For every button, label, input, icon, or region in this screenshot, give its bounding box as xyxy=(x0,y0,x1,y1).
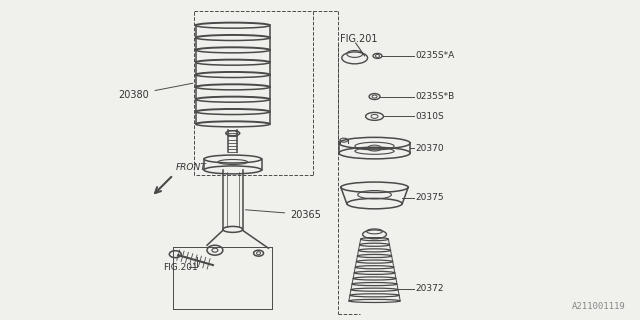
Text: 0235S*B: 0235S*B xyxy=(415,92,454,101)
Text: 20380: 20380 xyxy=(119,83,193,100)
Text: FIG.201: FIG.201 xyxy=(163,263,198,272)
Text: 0310S: 0310S xyxy=(415,112,444,121)
Text: 20372: 20372 xyxy=(415,284,444,293)
Text: 20370: 20370 xyxy=(415,144,444,153)
Text: 20365: 20365 xyxy=(246,210,321,220)
Text: FIG.201: FIG.201 xyxy=(340,34,378,44)
Text: FRONT: FRONT xyxy=(175,163,206,172)
Text: 0235S*A: 0235S*A xyxy=(415,52,454,60)
Text: A211001119: A211001119 xyxy=(572,302,625,311)
Text: 20375: 20375 xyxy=(415,193,444,202)
